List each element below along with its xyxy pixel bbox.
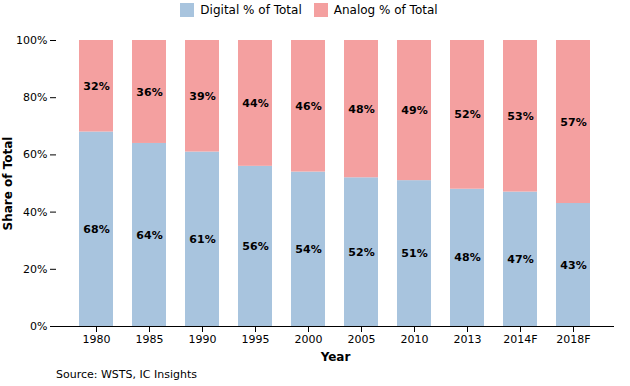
svg-text:Share of Total: Share of Total [1, 137, 15, 231]
svg-text:2014F: 2014F [503, 333, 537, 346]
svg-text:36%: 36% [136, 86, 162, 99]
svg-text:68%: 68% [83, 223, 109, 236]
html-text:Digital % of Total: Digital % of Total [200, 3, 302, 17]
svg-text:2010: 2010 [401, 333, 429, 346]
svg-text:0%: 0% [30, 320, 47, 333]
svg-text:40%: 40% [23, 206, 47, 219]
svg-text:20%: 20% [23, 263, 47, 276]
svg-text:52%: 52% [454, 108, 480, 121]
svg-text:1990: 1990 [189, 333, 217, 346]
svg-text:39%: 39% [189, 90, 215, 103]
svg-text:46%: 46% [295, 100, 321, 113]
svg-text:48%: 48% [348, 103, 374, 116]
svg-text:1980: 1980 [83, 333, 111, 346]
svg-text:47%: 47% [507, 253, 533, 266]
svg-text:80%: 80% [23, 91, 47, 104]
svg-text:44%: 44% [242, 97, 268, 110]
html-text:Source: WSTS, IC Insights: Source: WSTS, IC Insights [56, 368, 197, 381]
svg-text:Year: Year [320, 350, 351, 364]
svg-text:57%: 57% [560, 116, 586, 129]
svg-text:54%: 54% [295, 243, 321, 256]
svg-text:64%: 64% [136, 229, 162, 242]
svg-text:1995: 1995 [242, 333, 270, 346]
svg-text:60%: 60% [23, 148, 47, 161]
svg-text:32%: 32% [83, 80, 109, 93]
svg-text:48%: 48% [454, 251, 480, 264]
svg-text:52%: 52% [348, 246, 374, 259]
svg-text:56%: 56% [242, 240, 268, 253]
svg-text:51%: 51% [401, 247, 427, 260]
svg-text:43%: 43% [560, 259, 586, 272]
svg-text:2013: 2013 [454, 333, 482, 346]
svg-text:1985: 1985 [136, 333, 164, 346]
svg-text:2018F: 2018F [556, 333, 590, 346]
svg-text:49%: 49% [401, 104, 427, 117]
html-text:Analog % of Total: Analog % of Total [333, 3, 438, 17]
svg-text:2000: 2000 [295, 333, 323, 346]
svg-text:61%: 61% [189, 233, 215, 246]
svg-text:53%: 53% [507, 110, 533, 123]
svg-text:100%: 100% [16, 34, 47, 47]
svg-text:2005: 2005 [348, 333, 376, 346]
